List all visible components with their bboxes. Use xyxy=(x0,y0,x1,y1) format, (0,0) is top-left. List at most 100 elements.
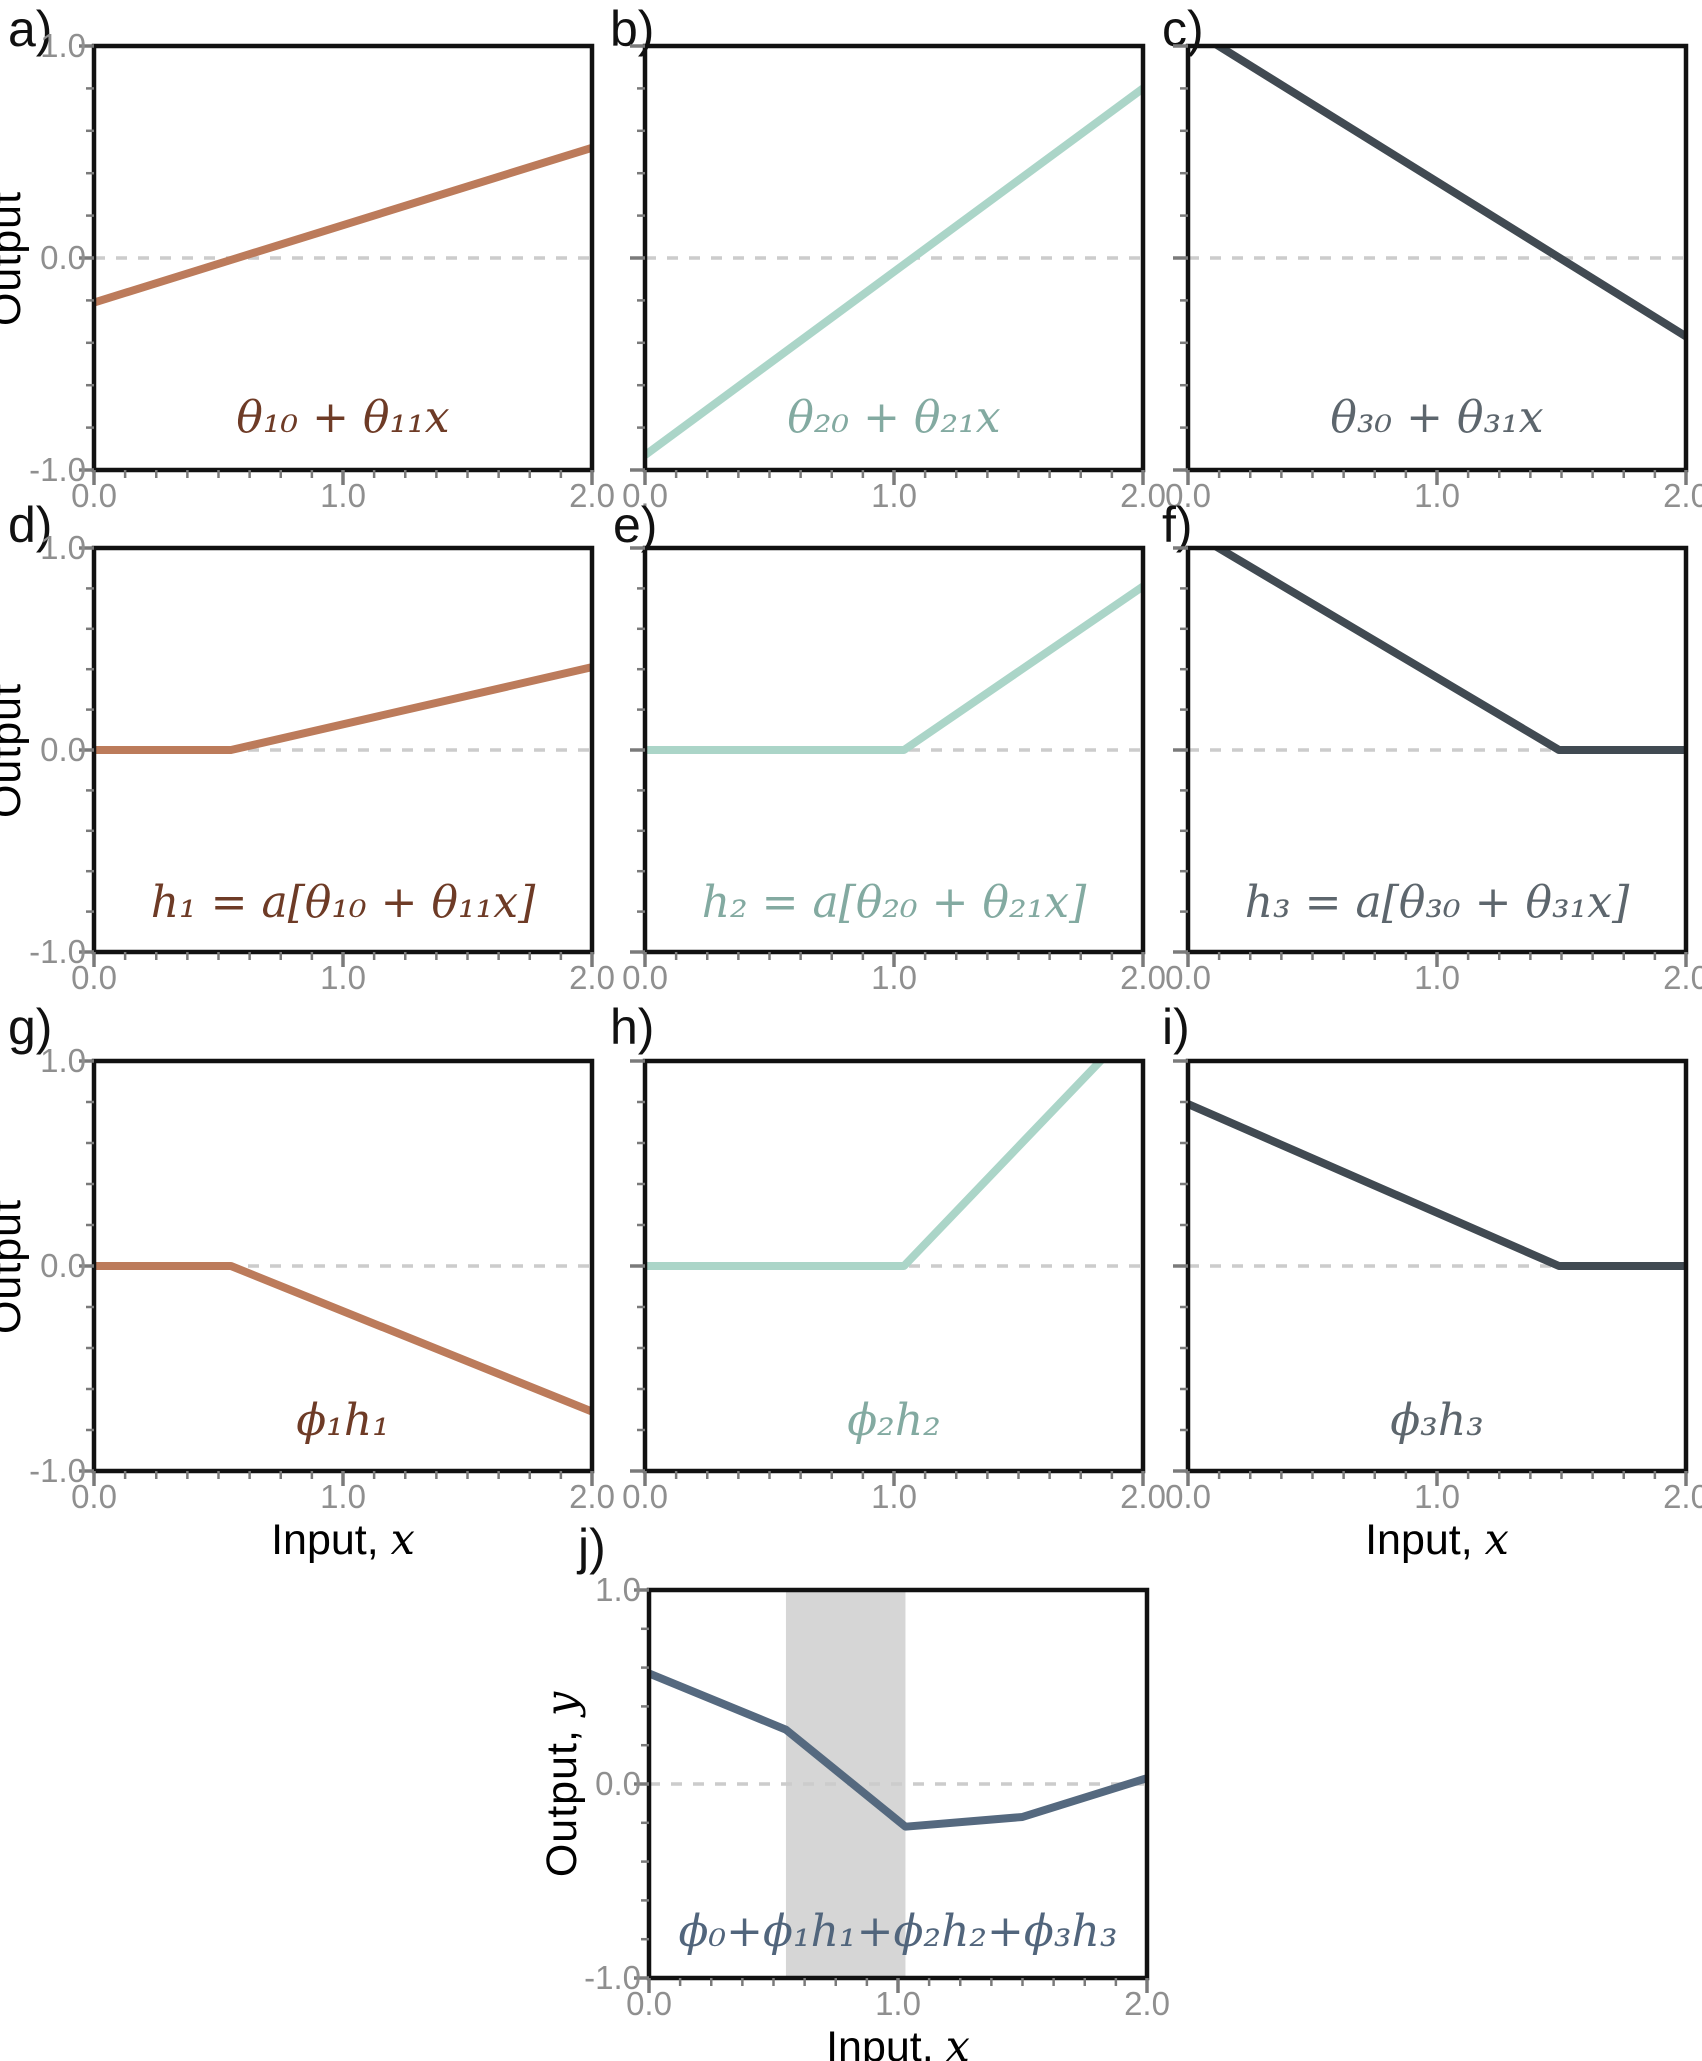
y-tick-label: 0.0 xyxy=(40,1247,86,1284)
axis-ticks xyxy=(634,1588,1149,1993)
x-tick-label: 2.0 xyxy=(569,1478,615,1515)
x-tick-label: 2.0 xyxy=(1120,477,1166,514)
panel: e) h₂ = a[θ₂₀ + θ₂₁x] 0.0 1.0 2.0 xyxy=(613,500,1166,996)
x-axis-title: Input, x xyxy=(649,2022,1147,2061)
panel-letter: a) xyxy=(8,1,53,57)
panel-equation: ϕ₀+ϕ₁h₁+ϕ₂h₂+ϕ₃h₃ xyxy=(678,1906,1118,1957)
plot-area xyxy=(79,545,595,967)
panel-letter: h) xyxy=(610,999,655,1055)
x-axis-title-text: Input, xyxy=(271,1516,391,1564)
axis-ticks xyxy=(630,44,1145,485)
panel-equation: ϕ₂h₂ xyxy=(847,1395,941,1446)
panel: d) Output h₁ = a[θ₁₀ + θ₁₁x] 1.0 0.0 -1.0 0… xyxy=(0,500,615,996)
y-tick-label: -1.0 xyxy=(584,1959,641,1996)
panel-equation: h₃ = a[θ₃₀ + θ₃₁x] xyxy=(1244,877,1630,928)
data-line xyxy=(94,1262,592,1416)
panel: g) Output ϕ₁h₁ Input, x 1.0 0.0 -1.0 0.0 1.0… xyxy=(0,1002,615,1565)
axis-ticks xyxy=(1173,44,1688,485)
data-line xyxy=(1188,1100,1686,1270)
panel-letter: e) xyxy=(613,497,658,553)
x-tick-label: 2.0 xyxy=(1120,959,1166,996)
y-axis-variable: y xyxy=(537,1690,587,1717)
y-tick-label: 0.0 xyxy=(595,1765,641,1802)
y-tick-label: 0.0 xyxy=(40,731,86,768)
x-tick-label: 0.0 xyxy=(1165,959,1211,996)
plot-area xyxy=(630,545,1146,967)
x-tick-label: 1.0 xyxy=(320,959,366,996)
panel: c) θ₃₀ + θ₃₁x 0.0 1.0 2.0 xyxy=(1162,4,1702,514)
data-line xyxy=(94,143,592,307)
x-tick-label: 1.0 xyxy=(320,1478,366,1515)
x-tick-label: 2.0 xyxy=(569,959,615,996)
x-tick-label: 0.0 xyxy=(622,1478,668,1515)
x-axis-title-text: Input, xyxy=(826,2023,946,2061)
x-tick-label: 0.0 xyxy=(1165,477,1211,514)
data-line xyxy=(1211,46,1686,340)
x-tick-label: 0.0 xyxy=(71,1478,117,1515)
plot-area xyxy=(79,43,595,485)
y-tick-label: -1.0 xyxy=(29,451,86,488)
x-tick-label: 0.0 xyxy=(71,959,117,996)
panel-letter: i) xyxy=(1162,999,1190,1055)
x-tick-label: 2.0 xyxy=(1663,1478,1702,1515)
plot-area xyxy=(630,1058,1146,1486)
data-line xyxy=(645,1061,1106,1270)
x-axis-variable: x xyxy=(390,1515,415,1565)
panel-equation: ϕ₁h₁ xyxy=(296,1395,390,1446)
x-tick-label: 2.0 xyxy=(1120,1478,1166,1515)
panel: i) ϕ₃h₃ Input, x 0.0 1.0 2.0 xyxy=(1162,1002,1702,1565)
x-tick-label: 0.0 xyxy=(71,477,117,514)
panel: b) θ₂₀ + θ₂₁x 0.0 1.0 2.0 xyxy=(610,4,1166,514)
plot-area xyxy=(630,43,1146,485)
y-tick-label: 1.0 xyxy=(40,1042,86,1079)
data-line xyxy=(94,663,592,754)
data-line xyxy=(645,85,1143,459)
x-tick-label: 2.0 xyxy=(1663,959,1702,996)
data-line xyxy=(649,1669,1147,1831)
x-tick-label: 2.0 xyxy=(1663,477,1702,514)
x-tick-label: 1.0 xyxy=(1414,1478,1460,1515)
panel-letter: d) xyxy=(8,497,53,553)
x-axis-title: Input, x xyxy=(94,1515,592,1565)
x-tick-label: 1.0 xyxy=(320,477,366,514)
panel-equation: h₁ = a[θ₁₀ + θ₁₁x] xyxy=(150,877,536,928)
y-tick-label: -1.0 xyxy=(29,933,86,970)
x-tick-label: 1.0 xyxy=(1414,477,1460,514)
y-tick-label: -1.0 xyxy=(29,1452,86,1489)
panel-equation: ϕ₃h₃ xyxy=(1390,1395,1484,1446)
axis-ticks xyxy=(79,1059,594,1486)
axis-ticks xyxy=(79,44,594,485)
axis-ticks xyxy=(630,546,1145,967)
panel-equation: h₂ = a[θ₂₀ + θ₂₁x] xyxy=(701,877,1087,928)
panel-equation: θ₂₀ + θ₂₁x xyxy=(787,392,1001,443)
panel: h) ϕ₂h₂ 0.0 1.0 2.0 xyxy=(610,1002,1166,1515)
plot-area xyxy=(79,1058,595,1486)
panel-equation: θ₃₀ + θ₃₁x xyxy=(1330,392,1544,443)
y-tick-label: 0.0 xyxy=(40,239,86,276)
panel-letter: g) xyxy=(8,999,53,1055)
y-tick-label: 1.0 xyxy=(40,529,86,566)
data-line xyxy=(645,583,1143,754)
x-tick-label: 0.0 xyxy=(626,1985,672,2022)
x-axis-variable: x xyxy=(1484,1515,1509,1565)
panel: a) Output θ₁₀ + θ₁₁x 1.0 0.0 -1.0 0.0 1.0 2.0 xyxy=(0,4,615,514)
panel: j) Output, y ϕ₀+ϕ₁h₁+ϕ₂h₂+ϕ₃h₃ Input, x … xyxy=(537,1522,1170,2061)
panel-letter: f) xyxy=(1162,497,1193,553)
y-tick-label: 1.0 xyxy=(595,1571,641,1608)
x-axis-title-text: Input, xyxy=(1365,1516,1485,1564)
axis-ticks xyxy=(630,1059,1145,1486)
plot-area xyxy=(1173,545,1689,967)
x-tick-label: 1.0 xyxy=(871,477,917,514)
x-axis-variable: x xyxy=(945,2022,970,2061)
x-tick-label: 1.0 xyxy=(875,1985,921,2022)
axis-ticks xyxy=(1173,546,1688,967)
axis-ticks xyxy=(1173,1059,1688,1486)
x-tick-label: 1.0 xyxy=(871,1478,917,1515)
plot-area xyxy=(1173,1058,1689,1486)
y-tick-label: 1.0 xyxy=(40,27,86,64)
x-tick-label: 1.0 xyxy=(1414,959,1460,996)
x-tick-label: 0.0 xyxy=(622,477,668,514)
x-tick-label: 0.0 xyxy=(1165,1478,1211,1515)
axis-ticks xyxy=(79,546,594,967)
